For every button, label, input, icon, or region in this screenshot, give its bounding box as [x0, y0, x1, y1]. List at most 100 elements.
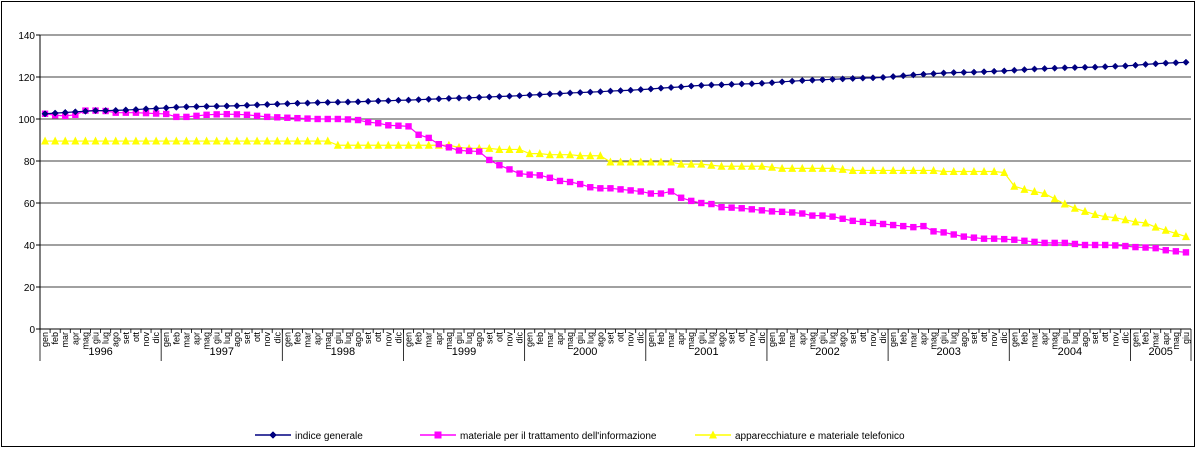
data-point [243, 111, 251, 118]
month-label: ago [1080, 332, 1090, 347]
month-label: ott [979, 332, 989, 343]
month-label: ago [717, 332, 727, 347]
month-label: gen [282, 332, 292, 347]
data-point [293, 99, 302, 107]
month-label: dic [515, 332, 525, 344]
data-point [980, 235, 988, 242]
data-point [324, 115, 331, 123]
data-point [415, 131, 422, 138]
data-point [1091, 63, 1099, 71]
data-point [485, 93, 493, 101]
data-point [950, 69, 958, 77]
legend-label: materiale per il trattamento dell'inform… [460, 431, 657, 442]
data-point [142, 105, 150, 113]
data-point [304, 115, 311, 122]
data-point [627, 86, 635, 94]
data-point [162, 136, 171, 145]
data-point [1142, 60, 1150, 68]
data-point [1132, 243, 1139, 251]
month-label: lug [464, 332, 474, 344]
data-point [222, 136, 231, 145]
data-point [274, 114, 281, 121]
month-label: giu [333, 332, 343, 344]
month-label: nov [262, 332, 272, 347]
data-point [91, 136, 100, 145]
month-label: feb [1141, 332, 1151, 345]
data-point [1161, 225, 1170, 234]
data-point [919, 70, 927, 78]
data-point [425, 95, 433, 103]
data-point [405, 123, 412, 130]
data-point [677, 194, 685, 201]
data-point [1071, 240, 1079, 248]
data-point [920, 222, 927, 230]
month-label: mar [545, 332, 555, 348]
data-point [617, 186, 624, 193]
month-label: mag [80, 332, 90, 350]
data-point [758, 207, 766, 214]
month-label: dic [878, 332, 888, 344]
data-point [828, 163, 837, 172]
month-label: mar [1151, 332, 1161, 348]
month-label: apr [1161, 332, 1171, 345]
data-point [1152, 60, 1160, 68]
data-point [768, 79, 776, 87]
data-point [545, 150, 554, 159]
data-point [475, 93, 483, 101]
data-point [283, 136, 292, 145]
year-label: 1998 [331, 346, 355, 358]
data-point [536, 172, 543, 179]
data-point [707, 81, 715, 89]
data-point [1020, 66, 1028, 74]
data-point [1030, 186, 1039, 195]
month-label: dic [1120, 332, 1130, 344]
data-point [586, 151, 595, 160]
data-point [192, 103, 201, 111]
data-point [172, 103, 180, 111]
data-point [102, 107, 110, 115]
data-point [627, 187, 634, 194]
data-point [767, 162, 776, 171]
data-point [495, 144, 504, 153]
data-point [1142, 244, 1149, 251]
data-point [1151, 222, 1160, 231]
data-point [698, 199, 705, 207]
month-label: feb [414, 332, 424, 345]
data-point [344, 98, 352, 106]
data-point [566, 178, 574, 186]
data-point [889, 165, 898, 174]
legend-marker [709, 430, 717, 439]
data-point [616, 157, 625, 166]
data-point [253, 136, 262, 145]
month-label: gen [1009, 332, 1019, 347]
data-point [727, 161, 736, 170]
data-point [768, 208, 776, 215]
month-label: mar [303, 332, 313, 348]
y-tick-label: 20 [24, 283, 36, 294]
data-point [1040, 189, 1049, 198]
month-label: apr [797, 332, 807, 345]
data-point [606, 157, 615, 166]
data-point [940, 69, 948, 77]
data-point [1122, 242, 1129, 250]
data-point [111, 136, 120, 145]
month-label: mar [666, 332, 676, 348]
data-point [889, 221, 897, 229]
month-label: feb [777, 332, 787, 345]
month-label: gen [525, 332, 535, 347]
data-point [152, 104, 160, 113]
month-label: nov [989, 332, 999, 347]
data-point [616, 87, 625, 95]
month-label: mag [202, 332, 212, 350]
data-point [1060, 199, 1069, 208]
data-point [748, 80, 756, 88]
data-point [253, 112, 261, 120]
month-label: dic [999, 332, 1009, 344]
data-point [131, 136, 140, 145]
month-label: lug [828, 332, 838, 344]
data-point [1112, 242, 1119, 249]
data-point [182, 103, 190, 111]
month-label: mar [181, 332, 191, 348]
